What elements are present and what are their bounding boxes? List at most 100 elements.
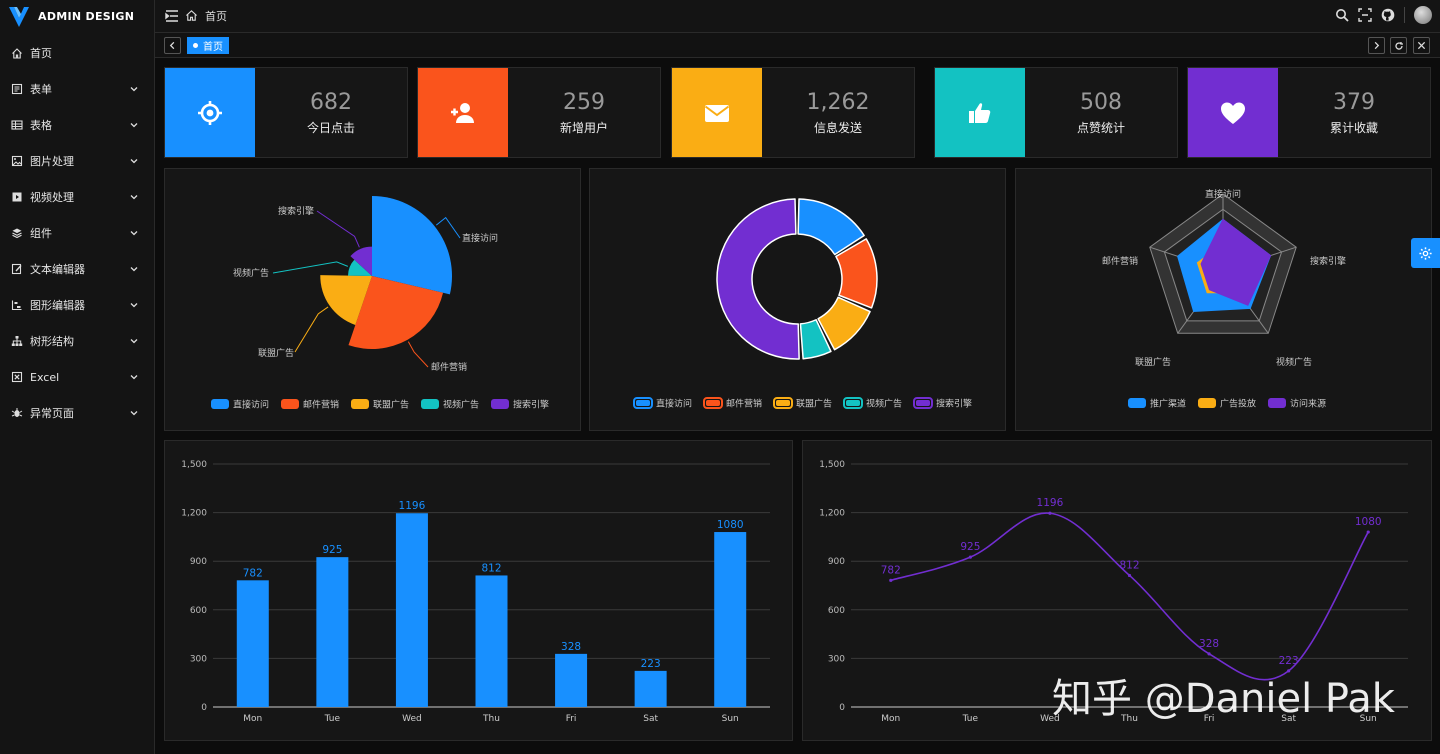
sidebar-item-1[interactable]: 首页 — [0, 35, 154, 71]
chevron-right-icon — [1374, 41, 1380, 50]
tabs-bar: 首页 — [155, 33, 1440, 58]
bar-data-label: 1196 — [399, 500, 426, 512]
sidebar-item-label: Excel — [30, 370, 60, 384]
stat-card-body: 259 新增用户 — [508, 68, 660, 157]
line-point — [1127, 573, 1132, 578]
tabs-refresh-button[interactable] — [1390, 37, 1407, 54]
menu-fold-icon[interactable] — [165, 9, 179, 23]
sidebar-item-label: 图片处理 — [30, 155, 74, 168]
line-panel: 0 300 600 900 1,200 1,500 782 Mon 925 Tue 1196 Wed 8… — [802, 440, 1432, 741]
stat-card-3[interactable]: 1,262 信息发送 — [671, 67, 915, 158]
sidebar-item-label: 树形结构 — [30, 335, 74, 348]
bar-data-label: 812 — [481, 562, 501, 574]
bar-data-label: 223 — [641, 658, 661, 670]
fullscreen-icon[interactable] — [1358, 8, 1372, 22]
stat-card-icon-box — [1188, 68, 1278, 157]
avatar[interactable] — [1414, 6, 1432, 24]
video-icon — [11, 191, 23, 203]
sidebar-item-label: 组件 — [30, 227, 52, 240]
sidebar-item-label: 表格 — [30, 119, 52, 132]
line-point — [1366, 530, 1370, 534]
chevron-down-icon — [130, 123, 138, 128]
tab-home[interactable]: 首页 — [187, 37, 229, 54]
x-tick-label: Sun — [722, 714, 739, 724]
x-tick-label: Wed — [402, 714, 422, 724]
legend-swatch — [1268, 398, 1286, 408]
x-tick-label: Sat — [643, 714, 658, 724]
legend-swatch — [281, 399, 299, 409]
image-icon — [11, 155, 23, 167]
line-data-label: 782 — [881, 564, 901, 576]
line-data-label: 812 — [1119, 559, 1139, 571]
y-tick-label: 300 — [190, 654, 207, 664]
legend-swatch — [211, 399, 229, 409]
sidebar-item-3[interactable]: 表格 — [0, 107, 154, 143]
bar — [714, 532, 747, 707]
sidebar-item-5[interactable]: 视频处理 — [0, 179, 154, 215]
donut-panel: 直接访问 邮件营销 联盟广告 视频广告 搜索引擎 — [589, 168, 1006, 431]
sidebar-item-label: 视频处理 — [30, 191, 74, 204]
sidebar-item-9[interactable]: 树形结构 — [0, 323, 154, 359]
sidebar-item-label: 异常页面 — [30, 407, 74, 420]
github-icon[interactable] — [1381, 8, 1395, 22]
y-tick-label: 300 — [828, 654, 845, 664]
chevron-down-icon — [130, 339, 138, 344]
sidebar-item-10[interactable]: Excel — [0, 359, 154, 395]
legend-label: 访问来源 — [1290, 398, 1326, 410]
table-icon — [11, 119, 23, 131]
radar-area — [1200, 218, 1272, 306]
x-tick-label: Tue — [324, 714, 341, 724]
bug-icon — [11, 407, 23, 419]
stat-card-1[interactable]: 682 今日点击 — [164, 67, 408, 158]
sidebar-item-11[interactable]: 异常页面 — [0, 395, 154, 431]
breadcrumb[interactable]: 首页 — [205, 10, 227, 23]
legend-swatch — [913, 397, 933, 409]
line-data-label: 1080 — [1355, 516, 1382, 528]
y-tick-label: 0 — [201, 703, 207, 713]
stat-card-icon-box — [935, 68, 1025, 157]
legend-swatch — [1128, 398, 1146, 408]
radar-indicator-label: 联盟广告 — [1135, 356, 1171, 368]
legend-label: 联盟广告 — [373, 399, 409, 411]
legend-label: 视频广告 — [866, 398, 902, 410]
y-tick-label: 1,500 — [181, 460, 207, 470]
donut-slice — [835, 238, 878, 309]
legend-swatch — [633, 397, 653, 409]
line-point — [1207, 652, 1211, 656]
gear-icon — [1419, 246, 1432, 260]
sidebar-item-4[interactable]: 图片处理 — [0, 143, 154, 179]
watermark: 知乎 @Daniel Pak — [1052, 676, 1395, 722]
layers-icon — [11, 227, 23, 239]
y-tick-label: 1,200 — [819, 509, 845, 519]
tabs-next-button[interactable] — [1368, 37, 1385, 54]
radar-indicator-label: 邮件营销 — [1102, 255, 1138, 267]
logo[interactable]: ADMIN DESIGN — [0, 0, 154, 33]
tabs-prev-button[interactable] — [164, 37, 181, 54]
legend-label: 直接访问 — [656, 398, 692, 410]
search-icon[interactable] — [1335, 8, 1349, 22]
sidebar-item-7[interactable]: 文本编辑器 — [0, 251, 154, 287]
donut-slice — [799, 318, 832, 360]
stat-label: 信息发送 — [813, 120, 862, 135]
sidebar-item-6[interactable]: 组件 — [0, 215, 154, 251]
stat-card-4[interactable]: 508 点赞统计 — [934, 67, 1178, 158]
line-data-label: 925 — [960, 541, 980, 553]
legend-swatch-fill — [916, 400, 930, 406]
chevron-down-icon — [130, 375, 138, 380]
pie-label: 直接访问 — [462, 232, 498, 244]
tabs-close-button[interactable] — [1413, 37, 1430, 54]
stat-card-5[interactable]: 379 累计收藏 — [1187, 67, 1431, 158]
sidebar-item-8[interactable]: 图形编辑器 — [0, 287, 154, 323]
line-data-label: 1196 — [1037, 497, 1064, 509]
y-tick-label: 1,500 — [819, 460, 845, 470]
line-point — [889, 578, 893, 582]
sidebar: ADMIN DESIGN 首页 表单表格图片处理视频处理组件文本编辑器 图形编辑器树… — [0, 0, 155, 754]
pie-label-line — [407, 341, 429, 368]
stat-card-2[interactable]: 259 新增用户 — [417, 67, 661, 158]
excel-icon — [11, 371, 23, 383]
bar — [316, 557, 349, 707]
bar — [555, 653, 588, 707]
sidebar-item-2[interactable]: 表单 — [0, 71, 154, 107]
settings-button[interactable] — [1411, 238, 1440, 268]
pie-label-line — [316, 210, 360, 248]
